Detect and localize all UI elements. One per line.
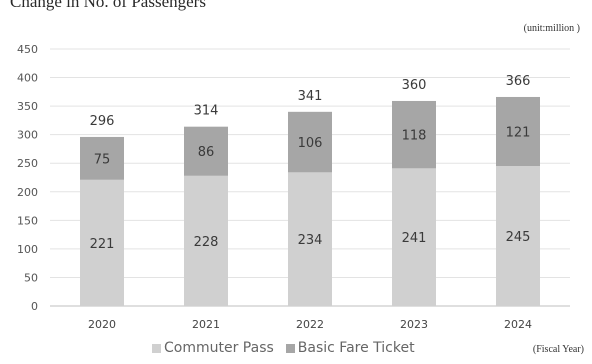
- y-tick-label: 300: [17, 129, 38, 142]
- bar-commuter-pass: [392, 168, 436, 306]
- bar-total-label: 341: [298, 89, 323, 104]
- legend-label-commuter-pass: Commuter Pass: [164, 340, 274, 356]
- bar-basic-fare-ticket: [392, 100, 436, 169]
- y-tick-label: 100: [17, 243, 38, 256]
- bar-basic-fare-ticket-value-label: 75: [94, 152, 111, 167]
- bar-commuter-pass: [288, 172, 332, 306]
- x-tick-label: 2020: [88, 318, 116, 331]
- bar-commuter-pass: [184, 175, 228, 306]
- y-tick-label: 150: [17, 214, 38, 227]
- bar-basic-fare-ticket-value-label: 86: [198, 145, 215, 160]
- bar-basic-fare-ticket: [288, 111, 332, 173]
- bar-total-label: 366: [506, 74, 531, 89]
- legend-label-basic-fare-ticket: Basic Fare Ticket: [297, 340, 415, 356]
- bar-basic-fare-ticket-value-label: 118: [402, 129, 427, 144]
- bar-total-label: 314: [194, 104, 219, 119]
- unit-label: (unit:million ): [523, 23, 580, 34]
- bar-basic-fare-ticket-value-label: 121: [506, 126, 531, 141]
- legend-item-commuter-pass: Commuter Pass: [152, 340, 274, 356]
- bar-basic-fare-ticket: [184, 126, 228, 176]
- bar-commuter-pass-value-label: 245: [506, 230, 531, 245]
- legend-swatch-basic-fare-ticket: [285, 343, 295, 353]
- y-tick-label: 350: [17, 100, 38, 113]
- bar-basic-fare-ticket: [80, 136, 124, 180]
- bar-commuter-pass-value-label: 228: [194, 235, 219, 250]
- bar-commuter-pass-value-label: 241: [402, 231, 427, 246]
- legend-swatch-commuter-pass: [152, 343, 161, 353]
- bar-commuter-pass: [80, 179, 124, 306]
- y-tick-label: 450: [17, 43, 38, 56]
- bar-commuter-pass-value-label: 221: [90, 237, 115, 252]
- y-tick-label: 400: [17, 72, 38, 85]
- y-tick-label: 250: [17, 157, 38, 170]
- x-tick-label: 2023: [400, 318, 428, 331]
- bar-basic-fare-ticket: [496, 96, 540, 167]
- bar-basic-fare-ticket-value-label: 106: [298, 136, 323, 151]
- fiscal-year-label: (Fiscal Year): [532, 344, 584, 355]
- bar-commuter-pass: [496, 166, 540, 306]
- x-tick-label: 2024: [504, 318, 532, 331]
- y-tick-label: 0: [31, 300, 38, 313]
- y-tick-label: 50: [24, 271, 38, 284]
- bar-total-label: 360: [402, 78, 427, 93]
- bar-total-label: 296: [90, 114, 115, 129]
- bar-commuter-pass-value-label: 234: [298, 233, 323, 248]
- x-tick-label: 2021: [192, 318, 220, 331]
- chart-title: Change in No. of Passengers: [10, 0, 206, 11]
- x-tick-label: 2022: [296, 318, 324, 331]
- chart-legend: Commuter Pass Basic Fare Ticket: [152, 340, 415, 356]
- legend-item-basic-fare-ticket: Basic Fare Ticket: [285, 340, 415, 356]
- y-tick-label: 200: [17, 186, 38, 199]
